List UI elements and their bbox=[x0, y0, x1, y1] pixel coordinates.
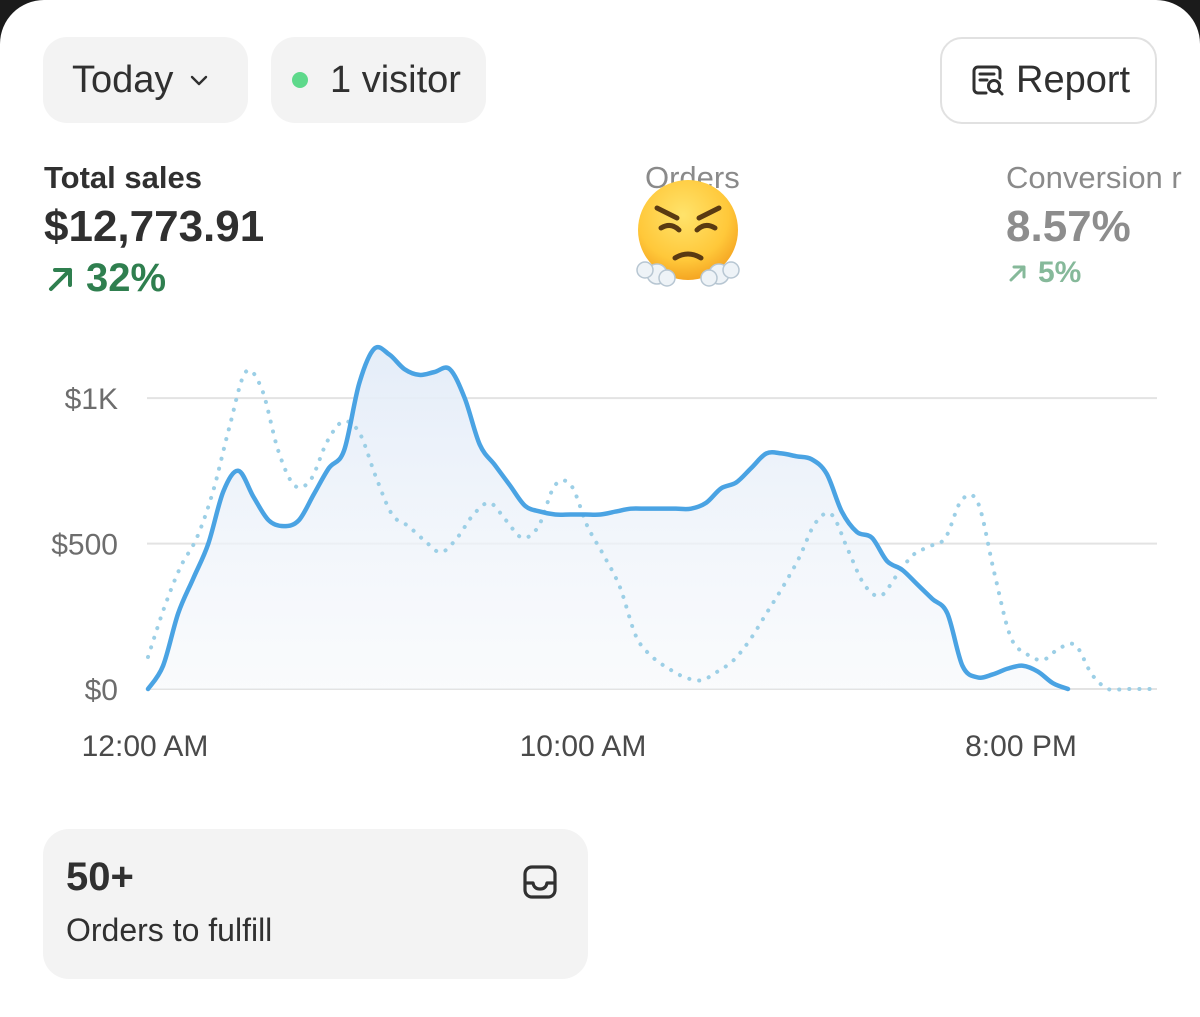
sales-series-line bbox=[145, 344, 1071, 692]
live-visitors-pill[interactable]: 1 visitor bbox=[271, 37, 486, 123]
report-button[interactable]: Report bbox=[940, 37, 1157, 124]
metric-label: Conversion r bbox=[1006, 160, 1182, 195]
arrow-up-right-icon bbox=[1009, 265, 1026, 282]
arrow-up-right-icon bbox=[49, 267, 72, 291]
conversion-rate-metric[interactable]: Conversion r 8.57% 5% bbox=[1006, 160, 1182, 290]
metric-value: $12,773.91 bbox=[44, 202, 265, 251]
metric-value: 8.57% bbox=[1006, 202, 1131, 251]
y-tick-label: $500 bbox=[51, 529, 118, 562]
orders-to-fulfill-label: Orders to fulfill bbox=[66, 912, 273, 948]
x-tick-label: 12:00 AM bbox=[82, 730, 209, 763]
orders-to-fulfill-count: 50+ bbox=[66, 855, 134, 899]
total-sales-metric[interactable]: Total sales $12,773.91 32% bbox=[44, 160, 264, 301]
metric-label: Total sales bbox=[44, 160, 202, 195]
date-range-label: Today bbox=[72, 58, 174, 101]
y-tick-label: $0 bbox=[85, 674, 118, 707]
metric-delta: 5% bbox=[1006, 256, 1182, 290]
y-tick-label: $1K bbox=[65, 383, 118, 416]
chevron-down-icon bbox=[191, 75, 208, 86]
inbox-icon bbox=[523, 865, 557, 899]
sales-area-fill bbox=[148, 347, 1068, 689]
metric-delta-value: 32% bbox=[86, 256, 167, 300]
metric-delta: 32% bbox=[44, 256, 264, 301]
report-search-icon bbox=[972, 65, 1004, 95]
live-visitors-label: 1 visitor bbox=[330, 58, 461, 101]
x-tick-label: 8:00 PM bbox=[965, 730, 1077, 763]
date-range-selector[interactable]: Today bbox=[43, 37, 248, 123]
live-status-dot-icon bbox=[292, 72, 308, 88]
x-tick-label: 10:00 AM bbox=[520, 730, 647, 763]
report-button-label: Report bbox=[1016, 59, 1131, 101]
orders-to-fulfill-card[interactable]: 50+ Orders to fulfill bbox=[43, 829, 588, 979]
metric-delta-value: 5% bbox=[1038, 256, 1082, 289]
angry-steam-emoji-icon bbox=[636, 180, 740, 287]
sales-chart: $0 $500 $1K 12:00 AM 10:00 AM 8:00 PM bbox=[51, 344, 1159, 763]
